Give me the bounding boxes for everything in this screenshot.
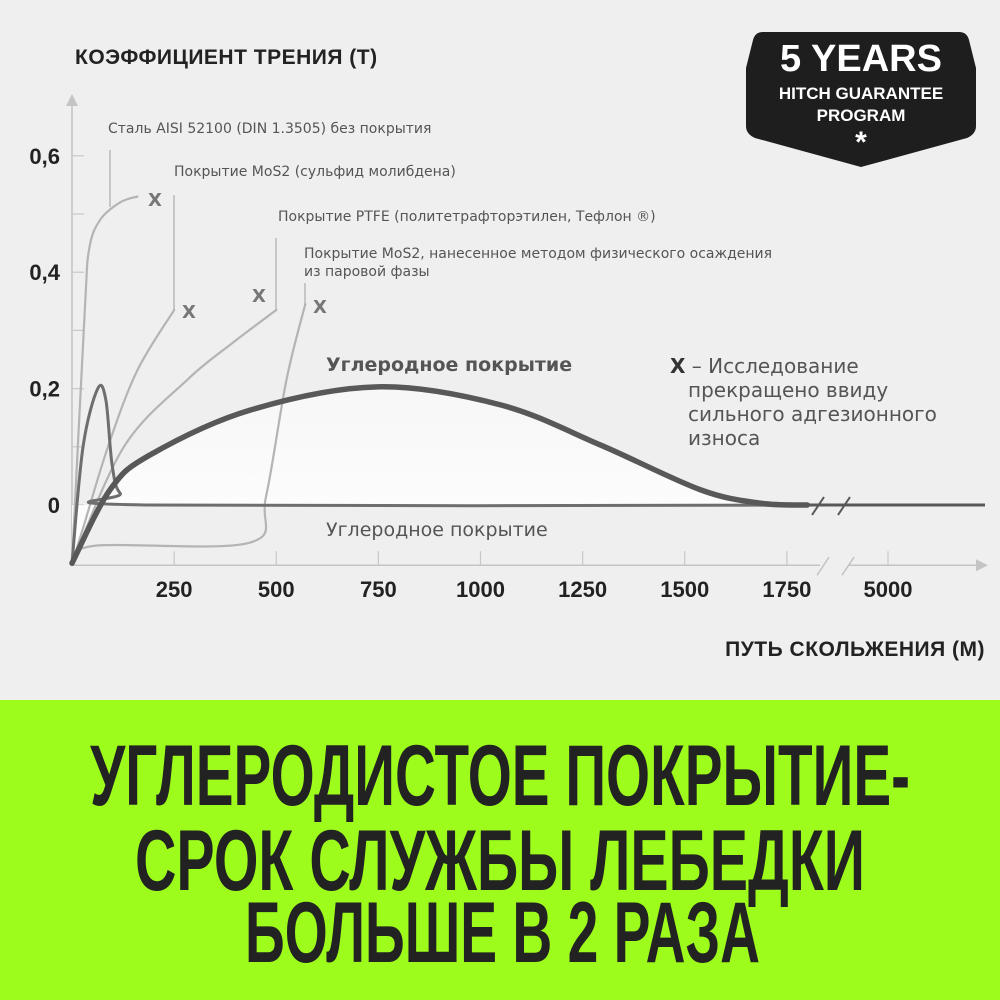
series-line-1 [70, 308, 176, 565]
series-line-carbon-main [69, 384, 811, 566]
label-pvd-line1: Покрытие MoS2, нанесенное методом физиче… [304, 246, 772, 262]
x-tick-label: 1750 [762, 577, 811, 602]
headline-line-2: СРОК СЛУЖБЫ ЛЕБЕДКИ [135, 813, 865, 909]
badge-years: 5 YEARS [780, 38, 942, 80]
guarantee-badge: 5 YEARS HITCH GUARANTEE PROGRAM * [745, 30, 977, 167]
label-carbon-bottom: Углеродное покрытие [326, 519, 548, 541]
x-tick-label: 250 [156, 577, 193, 602]
y-tick-label: 0 [48, 493, 60, 518]
y-axis-arrow-icon [66, 94, 78, 106]
series-break-mark [811, 496, 825, 516]
headline-line-1: УГЛЕРОДИСТОЕ ПОКРЫТИЕ- [90, 728, 910, 824]
note-line-1-rest: – Исследование [685, 354, 858, 378]
x-axis-label: ПУТЬ СКОЛЬЖЕНИЯ (М) [725, 638, 985, 661]
series-break-mark [837, 496, 851, 516]
axes: 0 0,2 0,4 0,6 250 500 750 1000 1250 1500 1750 5000 [29, 94, 988, 602]
friction-chart: КОЭФФИЦИЕНТ ТРЕНИЯ (Т) ПУТЬ СКОЛЬЖЕНИЯ (… [29, 46, 988, 661]
badge-shape [746, 32, 976, 167]
carbon-area-fill [72, 386, 808, 564]
series-line-0 [70, 195, 139, 565]
marker-note-line-1: X – Исследование [670, 354, 859, 378]
x-tick-label: 5000 [864, 577, 913, 602]
x-tick-label: 1250 [558, 577, 607, 602]
badge-star-icon: * [855, 126, 867, 159]
series-line-3 [70, 303, 307, 565]
marker-note-line-3: сильного адгезионного [688, 402, 937, 426]
note-x-symbol: X [670, 354, 686, 378]
x-tick-label: 500 [258, 577, 295, 602]
marker-note-line-4: износа [688, 426, 760, 450]
x-axis-arrow-icon [976, 559, 988, 572]
marker-x-pvd: X [313, 297, 327, 318]
headline-band: УГЛЕРОДИСТОЕ ПОКРЫТИЕ- СРОК СЛУЖБЫ ЛЕБЕД… [0, 700, 1000, 1000]
headline-line-3: БОЛЬШЕ В 2 РАЗА [245, 885, 760, 981]
label-steel: Сталь AISI 52100 (DIN 1.3505) без покрыт… [108, 121, 431, 137]
label-ptfe: Покрытие PTFE (политетрафторэтилен, Тефл… [278, 209, 656, 225]
label-carbon-top: Углеродное покрытие [326, 354, 572, 376]
marker-x-ptfe: X [252, 286, 266, 307]
badge-program: PROGRAM [816, 106, 906, 125]
marker-note-line-2: прекращено ввиду [688, 378, 888, 402]
series-labels: Сталь AISI 52100 (DIN 1.3505) без покрыт… [108, 121, 772, 541]
chart-title: КОЭФФИЦИЕНТ ТРЕНИЯ (Т) [75, 46, 378, 69]
headline-text-block: УГЛЕРОДИСТОЕ ПОКРЫТИЕ- СРОК СЛУЖБЫ ЛЕБЕД… [90, 728, 910, 981]
x-tick-label: 1500 [660, 577, 709, 602]
y-tick-label: 0,4 [29, 260, 60, 285]
label-pvd-line2: из паровой фазы [304, 264, 430, 280]
carbon-area-fill [72, 386, 808, 564]
marker-note: X – Исследование прекращено ввиду сильно… [670, 354, 937, 450]
x-tick-label: 1000 [456, 577, 505, 602]
series-lines [69, 195, 985, 566]
x-tick-label: 750 [360, 577, 397, 602]
x-axis-break-mark [816, 556, 830, 576]
marker-x-mos2: X [182, 302, 196, 323]
y-tick-label: 0,6 [29, 144, 60, 169]
marker-x-steel: X [148, 190, 162, 211]
label-mos2: Покрытие MoS2 (сульфид молибдена) [174, 164, 456, 180]
y-tick-label: 0,2 [29, 377, 60, 402]
badge-hitch-guarantee: HITCH GUARANTEE [778, 84, 944, 103]
x-axis-break-mark [841, 556, 855, 576]
